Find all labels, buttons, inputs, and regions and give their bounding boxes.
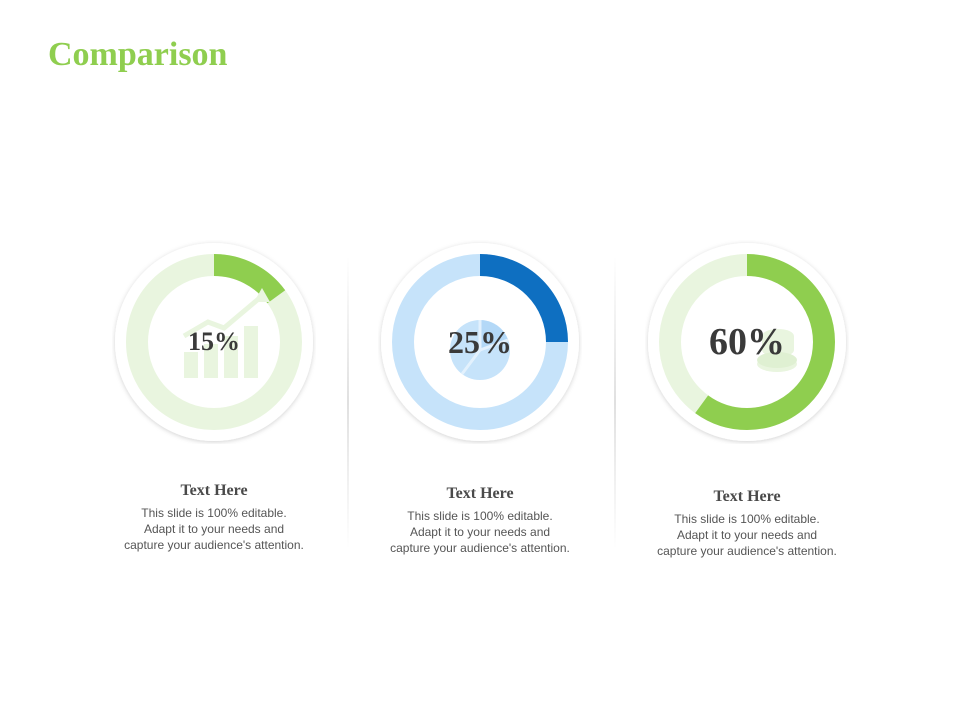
- card-title: Text Here: [180, 482, 248, 499]
- donut-chart-3: 60%: [645, 240, 849, 444]
- percent-label: 15%: [188, 327, 240, 356]
- card-description: This slide is 100% editable. Adapt it to…: [350, 508, 610, 556]
- bar-chart-growth-icon: [182, 288, 270, 378]
- comparison-card-1: 15% Text Here This slide is 100% editabl…: [84, 240, 344, 570]
- page-title: Comparison: [48, 36, 228, 73]
- description-line: Adapt it to your needs and: [143, 522, 285, 536]
- description-line: This slide is 100% editable.: [674, 512, 820, 526]
- description-line: This slide is 100% editable.: [407, 509, 553, 523]
- pie-chart-icon: [450, 320, 510, 380]
- description-line: capture your audience's attention.: [657, 544, 837, 558]
- donut-chart-2: 25%: [378, 240, 582, 444]
- donut-svg: [648, 243, 846, 441]
- donut-value-arc: [659, 254, 835, 430]
- coins-icon: [757, 329, 797, 372]
- description-line: capture your audience's attention.: [124, 538, 304, 552]
- donut-chart-1: 15%: [112, 240, 316, 444]
- card-title: Text Here: [446, 485, 514, 502]
- donut-value-arc: [126, 254, 302, 430]
- percent-label: 60%: [709, 321, 785, 363]
- divider-left: [347, 255, 349, 550]
- percent-label: 25%: [448, 323, 512, 360]
- description-line: Adapt it to your needs and: [676, 528, 818, 542]
- description-line: Adapt it to your needs and: [409, 525, 551, 539]
- comparison-card-3: 60% Text Here This slide is 100% editabl…: [617, 240, 877, 570]
- comparison-card-2: 25% Text Here This slide is 100% editabl…: [350, 240, 610, 570]
- card-description: This slide is 100% editable. Adapt it to…: [617, 511, 877, 559]
- donut-value-arc: [392, 254, 568, 430]
- description-line: capture your audience's attention.: [390, 541, 570, 555]
- card-title: Text Here: [713, 488, 781, 505]
- description-line: This slide is 100% editable.: [141, 506, 287, 520]
- divider-right: [614, 255, 616, 550]
- card-description: This slide is 100% editable. Adapt it to…: [84, 505, 344, 553]
